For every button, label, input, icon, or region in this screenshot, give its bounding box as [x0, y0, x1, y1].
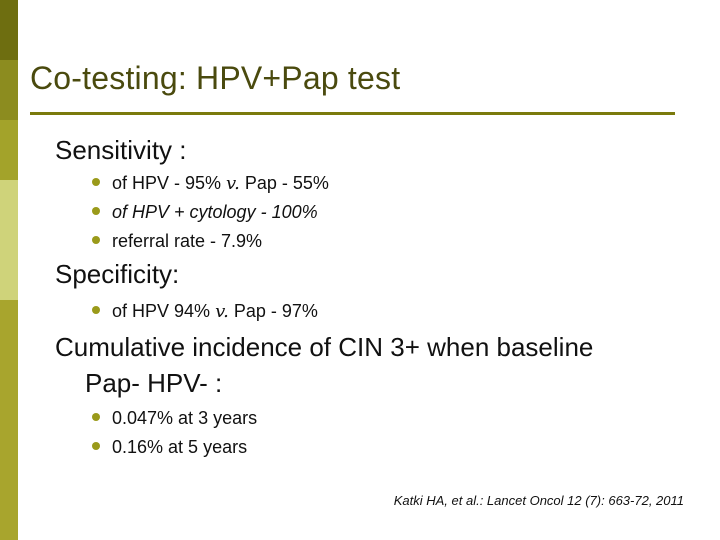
versus-abbrev: v. — [215, 301, 229, 322]
bullet-dot-icon — [92, 207, 100, 216]
bullet-item: of HPV - 95% v. Pap - 55% — [92, 173, 329, 194]
stripe-segment — [0, 300, 18, 540]
bullet-item: referral rate - 7.9% — [92, 231, 262, 252]
bullet-dot-icon — [92, 413, 100, 422]
bullet-dot-icon — [92, 442, 100, 451]
left-decorative-stripe — [0, 0, 18, 540]
stripe-segment — [0, 60, 18, 120]
bullet-text: referral rate - 7.9% — [112, 231, 263, 251]
heading-cumulative-incidence: Cumulative incidence of CIN 3+ when base… — [55, 332, 594, 362]
bullet-dot-icon — [92, 306, 100, 315]
bullet-item: of HPV + cytology - 100% — [92, 202, 318, 223]
heading-specificity: Specificity: — [55, 259, 180, 289]
slide-title: Co-testing: HPV+Pap test — [30, 60, 401, 96]
bullet-dot-icon — [92, 178, 100, 187]
title-underline — [30, 112, 675, 115]
bullet-text: of HPV 94% — [112, 301, 216, 321]
bullet-text: 0.16% at 5 years — [112, 437, 248, 457]
heading-cumulative-incidence-cont: Pap- HPV- : — [85, 368, 223, 398]
bullet-item: of HPV 94% v. Pap - 97% — [92, 301, 318, 322]
bullet-item: 0.047% at 3 years — [92, 408, 257, 429]
stripe-segment — [0, 120, 18, 180]
versus-abbrev: v. — [226, 173, 240, 194]
stripe-segment — [0, 0, 18, 60]
bullet-text: of HPV - 95% — [112, 173, 227, 193]
heading-sensitivity: Sensitivity : — [55, 135, 187, 165]
bullet-dot-icon — [92, 236, 100, 245]
bullet-text: Pap - 97% — [228, 301, 318, 321]
bullet-text: Pap - 55% — [239, 173, 329, 193]
stripe-segment — [0, 180, 18, 300]
citation: Katki HA, et al.: Lancet Oncol 12 (7): 6… — [393, 493, 684, 508]
bullet-text: of HPV + cytology - 100% — [112, 202, 318, 222]
bullet-item: 0.16% at 5 years — [92, 437, 247, 458]
bullet-text: 0.047% at 3 years — [112, 408, 258, 428]
